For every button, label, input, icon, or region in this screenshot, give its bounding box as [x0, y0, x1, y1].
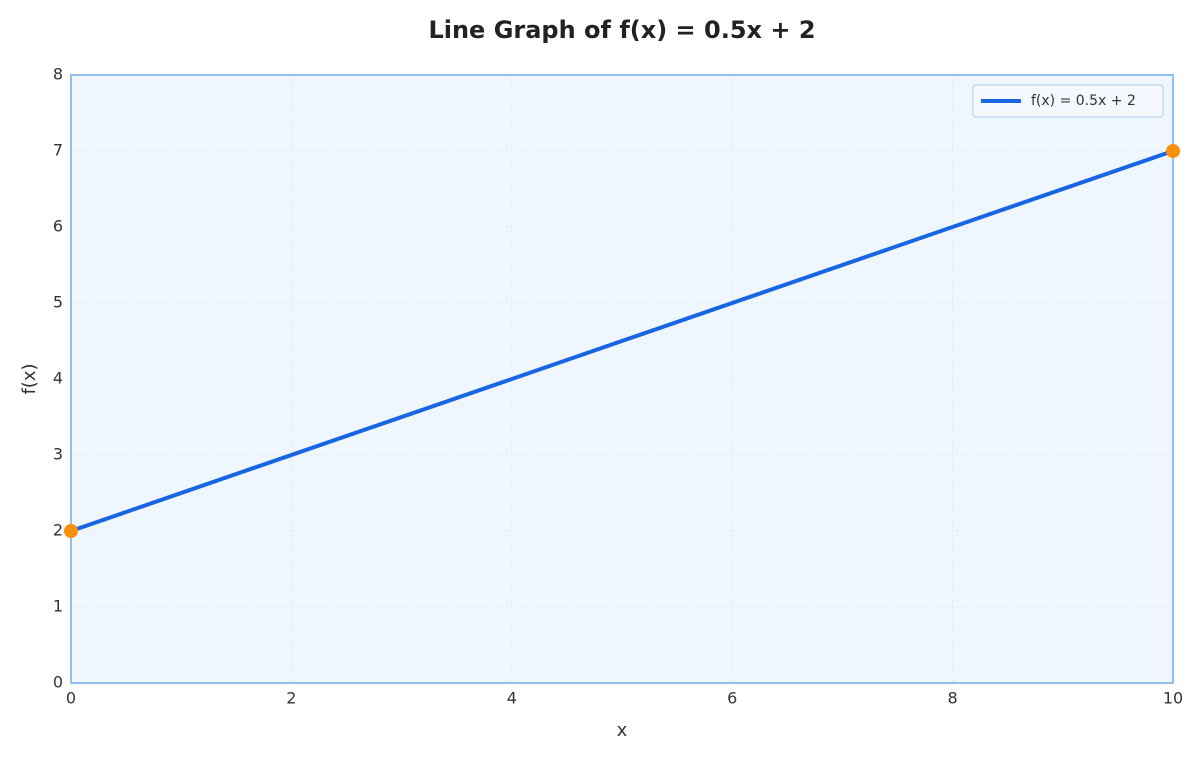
y-tick-label: 2: [53, 521, 63, 540]
y-tick-label: 6: [53, 217, 63, 236]
plot-frame: [70, 74, 1174, 684]
x-tick-label: 6: [727, 689, 737, 708]
y-tick-label: 4: [53, 369, 63, 388]
chart-title: Line Graph of f(x) = 0.5x + 2: [428, 16, 815, 44]
y-tick-label: 8: [53, 65, 63, 84]
x-tick-label: 0: [66, 689, 76, 708]
y-tick-label: 3: [53, 445, 63, 464]
legend: f(x) = 0.5x + 2: [972, 84, 1164, 118]
point: [1166, 144, 1180, 158]
point: [64, 524, 78, 538]
y-tick-label: 5: [53, 293, 63, 312]
y-axis-label: f(x): [19, 363, 40, 394]
legend-label: f(x) = 0.5x + 2: [1031, 93, 1136, 109]
x-tick-label: 2: [286, 689, 296, 708]
legend-box: [972, 84, 1164, 118]
y-tick-label: 1: [53, 597, 63, 616]
x-tick-label: 8: [948, 689, 958, 708]
line: [70, 149, 1174, 533]
x-tick-label: 10: [1163, 689, 1183, 708]
y-tick-label: 7: [53, 141, 63, 160]
x-tick-label: 4: [507, 689, 517, 708]
y-tick-label: 0: [53, 673, 63, 692]
x-axis-label: x: [617, 720, 628, 741]
